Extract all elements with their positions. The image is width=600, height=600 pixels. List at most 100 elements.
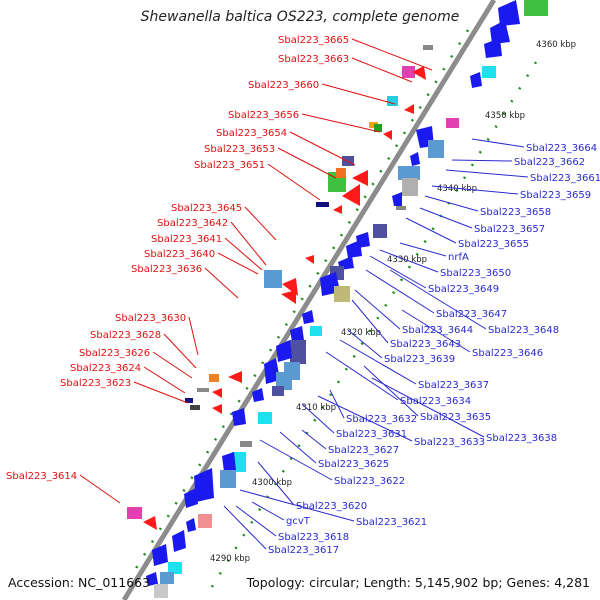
kbp-tick-label: 4340 kbp xyxy=(437,184,477,194)
label-leader-line xyxy=(325,351,399,401)
forward-gene-label[interactable]: Sbal223_3650 xyxy=(440,268,511,279)
forward-gene-label[interactable]: Sbal223_3621 xyxy=(356,517,427,528)
forward-strand-features xyxy=(146,0,548,598)
forward-gene-label[interactable]: Sbal223_3648 xyxy=(488,325,559,336)
forward-gene-label[interactable]: Sbal223_3633 xyxy=(414,437,485,448)
reverse-gene-label[interactable]: Sbal223_3623 xyxy=(60,378,131,389)
label-leader-line xyxy=(329,389,345,419)
forward-gene-label[interactable]: Sbal223_3664 xyxy=(526,143,597,154)
forward-gene-label[interactable]: Sbal223_3646 xyxy=(472,348,543,359)
reverse-gene-label[interactable]: Sbal223_3641 xyxy=(151,234,222,245)
label-leader-line xyxy=(224,237,263,271)
label-leader-line xyxy=(257,461,295,506)
label-leader-line xyxy=(277,147,337,179)
label-leader-line xyxy=(79,474,121,504)
label-leader-line xyxy=(244,206,277,241)
label-leader-line xyxy=(230,221,267,266)
genome-info-text: Topology: circular; Length: 5,145,902 bp… xyxy=(246,575,590,590)
forward-gene-label[interactable]: Sbal223_3643 xyxy=(390,339,461,350)
label-leader-line xyxy=(451,159,513,162)
reverse-gene-label[interactable]: Sbal223_3654 xyxy=(216,128,287,139)
forward-gene-label[interactable]: Sbal223_3635 xyxy=(420,412,491,423)
label-leader-line xyxy=(371,377,485,438)
reverse-gene-label[interactable]: Sbal223_3665 xyxy=(278,35,349,46)
label-leader-line xyxy=(363,365,419,417)
label-leader-line xyxy=(369,255,427,289)
label-leader-line xyxy=(321,83,396,105)
forward-gene-label[interactable]: Sbal223_3657 xyxy=(474,224,545,235)
forward-gene-label[interactable]: Sbal223_3638 xyxy=(486,433,557,444)
forward-gene-label[interactable]: Sbal223_3622 xyxy=(334,476,405,487)
forward-gene-label[interactable]: Sbal223_3661 xyxy=(530,173,600,184)
label-leader-line xyxy=(339,339,417,385)
label-leader-line xyxy=(133,381,189,404)
label-leader-line xyxy=(152,351,193,379)
reverse-gene-label[interactable]: Sbal223_3663 xyxy=(278,54,349,65)
label-leader-line xyxy=(419,207,473,229)
forward-gene-label[interactable]: Sbal223_3632 xyxy=(346,414,417,425)
reverse-gene-label[interactable]: Sbal223_3660 xyxy=(248,80,319,91)
reverse-gene-label[interactable]: Sbal223_3651 xyxy=(194,160,265,171)
map-title: Shewanella baltica OS223, complete genom… xyxy=(140,9,460,25)
label-leader-line xyxy=(399,242,447,257)
forward-gene-label[interactable]: Sbal223_3639 xyxy=(384,354,455,365)
reverse-gene-label[interactable]: Sbal223_3628 xyxy=(90,330,161,341)
label-leader-line xyxy=(279,431,317,464)
label-leader-line xyxy=(354,289,401,330)
label-leader-line xyxy=(365,269,435,314)
accession-text: Accession: NC_011663 xyxy=(8,575,151,590)
reverse-gene-label[interactable]: Sbal223_3614 xyxy=(6,471,77,482)
kbp-tick-label: 4360 kbp xyxy=(536,40,576,50)
reverse-gene-label[interactable]: Sbal223_3624 xyxy=(70,363,141,374)
reverse-gene-label[interactable]: Sbal223_3656 xyxy=(228,110,299,121)
forward-gene-label[interactable]: Sbal223_3644 xyxy=(402,325,473,336)
forward-gene-label[interactable]: gcvT xyxy=(286,516,311,527)
label-leader-line xyxy=(351,57,413,83)
label-leader-line xyxy=(301,403,335,434)
forward-gene-label[interactable]: Sbal223_3625 xyxy=(318,459,389,470)
reverse-gene-label[interactable]: Sbal223_3653 xyxy=(204,144,275,155)
forward-gene-label[interactable]: Sbal223_3631 xyxy=(336,429,407,440)
forward-gene-label[interactable]: Sbal223_3618 xyxy=(278,532,349,543)
reverse-gene-label[interactable]: Sbal223_3640 xyxy=(144,249,215,260)
forward-gene-label[interactable]: Sbal223_3617 xyxy=(268,545,339,556)
kbp-tick-label: 4300 kbp xyxy=(252,478,292,488)
forward-gene-label[interactable]: Sbal223_3659 xyxy=(520,190,591,201)
reverse-gene-label[interactable]: Sbal223_3626 xyxy=(79,348,150,359)
label-leader-line xyxy=(424,195,479,212)
forward-gene-label[interactable]: Sbal223_3662 xyxy=(514,157,585,168)
reverse-gene-label[interactable]: Sbal223_3636 xyxy=(131,264,202,275)
label-leader-line xyxy=(289,131,356,166)
kbp-tick-label: 4310 kbp xyxy=(296,403,336,413)
reverse-gene-label[interactable]: Sbal223_3630 xyxy=(115,313,186,324)
label-leader-line xyxy=(317,395,413,442)
reverse-gene-label[interactable]: Sbal223_3642 xyxy=(157,218,228,229)
label-leader-line xyxy=(259,439,333,481)
label-leader-line xyxy=(267,163,321,201)
label-leader-line xyxy=(301,113,381,133)
forward-gene-label[interactable]: Sbal223_3637 xyxy=(418,380,489,391)
forward-gene-label[interactable]: Sbal223_3627 xyxy=(328,445,399,456)
label-leader-line xyxy=(163,333,197,369)
forward-gene-label[interactable]: Sbal223_3634 xyxy=(400,396,471,407)
gene-labels: Sbal223_3665 Sbal223_3663 Sbal223_3660 Sbal… xyxy=(6,35,600,556)
forward-gene-label[interactable]: Sbal223_3647 xyxy=(436,309,507,320)
forward-gene-label[interactable]: Sbal223_3655 xyxy=(458,239,529,250)
forward-gene-label[interactable]: Sbal223_3620 xyxy=(296,501,367,512)
forward-gene-label[interactable]: Sbal223_3649 xyxy=(428,284,499,295)
label-leader-line xyxy=(401,309,471,353)
kbp-tick-label: 4290 kbp xyxy=(210,554,250,564)
forward-gene-label[interactable]: nrfA xyxy=(448,252,469,263)
label-leader-line xyxy=(379,249,439,273)
label-leader-line xyxy=(471,138,525,148)
reverse-gene-label[interactable]: Sbal223_3645 xyxy=(171,203,242,214)
label-leader-line xyxy=(445,169,529,178)
reverse-strand-features xyxy=(127,45,433,530)
label-leader-line xyxy=(251,501,285,521)
label-leader-line xyxy=(204,267,239,299)
label-leader-line xyxy=(405,217,457,244)
label-leader-line xyxy=(239,489,355,522)
forward-gene-label[interactable]: Sbal223_3658 xyxy=(480,207,551,218)
